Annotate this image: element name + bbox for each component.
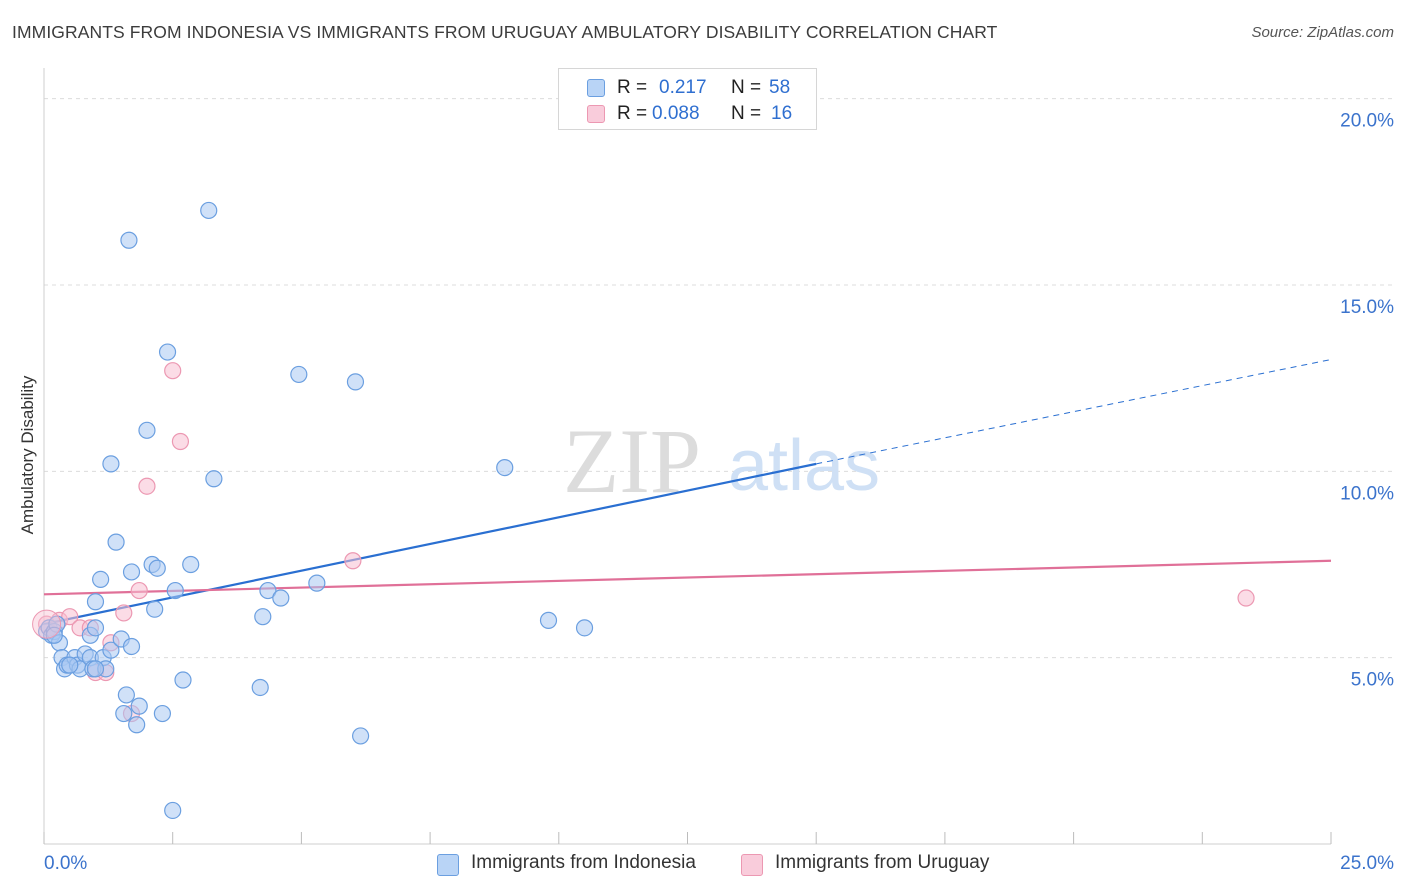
indonesia-point bbox=[86, 593, 105, 611]
indonesia-point bbox=[61, 656, 79, 674]
indonesia-point bbox=[146, 600, 164, 618]
indonesia-point bbox=[122, 563, 141, 581]
bottom-legend-label-uruguay: Immigrants from Uruguay bbox=[775, 852, 990, 873]
indonesia-point bbox=[107, 533, 125, 551]
indonesia-trend-extension bbox=[816, 359, 1332, 465]
indonesia-point bbox=[117, 686, 135, 704]
uruguay-trend-line bbox=[43, 559, 1332, 596]
y-axis-label: Ambulatory Disability bbox=[18, 375, 37, 535]
uruguay-point bbox=[171, 432, 190, 451]
indonesia-point bbox=[539, 611, 558, 629]
y-tick-label: 20.0% bbox=[1340, 111, 1394, 132]
source-label: Source: ZipAtlas.com bbox=[1251, 24, 1394, 41]
points-layer bbox=[32, 201, 1255, 820]
legend-r-value: 0.088 bbox=[652, 103, 700, 124]
y-tick-label: 10.0% bbox=[1340, 483, 1394, 504]
indonesia-trend-line bbox=[43, 462, 817, 626]
legend-swatch-uruguay bbox=[587, 105, 605, 123]
indonesia-point bbox=[200, 201, 218, 220]
legend-swatch-indonesia bbox=[587, 79, 605, 97]
y-tick-label: 15.0% bbox=[1340, 297, 1394, 318]
axis-layer bbox=[43, 68, 1332, 845]
uruguay-point bbox=[1237, 589, 1255, 607]
legend-r-label: R = bbox=[617, 77, 648, 98]
uruguay-point bbox=[32, 609, 62, 639]
x-tick-label: 25.0% bbox=[1340, 853, 1394, 874]
stats-legend: R = 0.217 N = 58 R = 0.088 N = 16 bbox=[558, 68, 817, 130]
uruguay-point bbox=[115, 604, 133, 622]
indonesia-point bbox=[115, 704, 133, 723]
bottom-legend-label-indonesia: Immigrants from Indonesia bbox=[471, 852, 696, 873]
indonesia-point bbox=[164, 801, 182, 820]
chart-title: IMMIGRANTS FROM INDONESIA VS IMMIGRANTS … bbox=[12, 22, 998, 42]
indonesia-point bbox=[130, 697, 148, 715]
indonesia-point bbox=[92, 570, 110, 588]
indonesia-point bbox=[272, 589, 290, 607]
legend-r-value: 0.217 bbox=[659, 77, 707, 98]
indonesia-point bbox=[120, 231, 138, 249]
indonesia-point bbox=[205, 470, 223, 488]
indonesia-point bbox=[254, 608, 272, 626]
indonesia-point bbox=[138, 421, 156, 439]
indonesia-point bbox=[182, 555, 200, 574]
indonesia-point bbox=[86, 619, 105, 637]
indonesia-point bbox=[259, 581, 277, 600]
indonesia-point bbox=[148, 559, 166, 577]
legend-row-uruguay: R = 0.088 N = 16 bbox=[559, 103, 816, 127]
tick-label-layer: 5.0% 10.0% 15.0% 20.0% 0.0% 25.0% bbox=[44, 111, 1394, 874]
indonesia-point bbox=[158, 343, 177, 361]
uruguay-point bbox=[61, 608, 79, 626]
uruguay-point bbox=[344, 552, 362, 570]
legend-n-label: N = bbox=[731, 77, 762, 98]
watermark-zip: ZIP bbox=[563, 410, 701, 512]
indonesia-point bbox=[290, 365, 308, 384]
uruguay-point bbox=[130, 581, 148, 600]
indonesia-point bbox=[102, 641, 120, 659]
indonesia-point bbox=[308, 574, 326, 592]
legend-row-indonesia: R = 0.217 N = 58 bbox=[559, 77, 816, 101]
grid-layer bbox=[44, 98, 1394, 659]
indonesia-point bbox=[122, 637, 141, 656]
legend-n-label: N = bbox=[731, 103, 762, 124]
legend-r-label: R = bbox=[617, 103, 648, 124]
y-tick-label: 5.0% bbox=[1351, 670, 1394, 691]
legend-n-value: 58 bbox=[769, 77, 791, 98]
indonesia-point bbox=[153, 704, 172, 723]
indonesia-point bbox=[102, 455, 120, 473]
indonesia-point bbox=[575, 619, 594, 637]
uruguay-point bbox=[138, 477, 156, 495]
indonesia-point bbox=[251, 678, 269, 697]
indonesia-point bbox=[166, 581, 184, 600]
indonesia-point bbox=[352, 727, 370, 745]
indonesia-point bbox=[128, 716, 146, 734]
indonesia-point bbox=[346, 373, 365, 391]
uruguay-point bbox=[164, 362, 182, 380]
legend-n-value: 16 bbox=[771, 103, 793, 124]
bottom-legend-swatch-indonesia bbox=[437, 854, 459, 876]
watermark: ZIP atlas bbox=[563, 410, 880, 512]
indonesia-point bbox=[496, 458, 514, 477]
indonesia-point bbox=[174, 671, 192, 689]
indonesia-point bbox=[86, 660, 105, 678]
bottom-legend-swatch-uruguay bbox=[741, 854, 763, 876]
x-tick-label: 0.0% bbox=[44, 853, 87, 874]
